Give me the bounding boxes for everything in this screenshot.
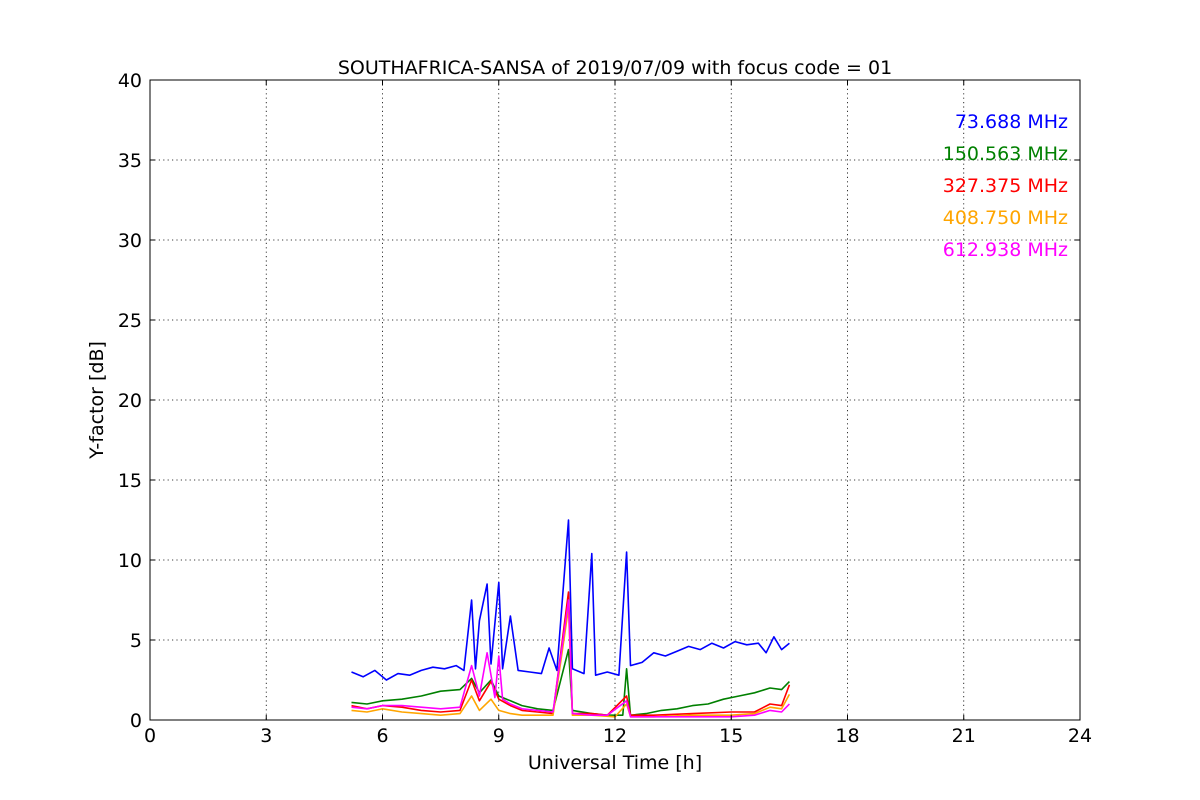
x-tick-label: 12	[603, 725, 627, 747]
y-tick-label: 40	[118, 70, 142, 92]
y-tick-label: 0	[130, 710, 142, 732]
x-axis-ticks: 0 3 6 9 12 15 18 21 24	[144, 80, 1092, 747]
series-lines	[351, 519, 791, 718]
legend-entry-4: 612.938 MHz	[943, 239, 1068, 261]
legend: 73.688 MHz 150.563 MHz 327.375 MHz 408.750 …	[943, 111, 1068, 261]
y-tick-label: 35	[118, 150, 142, 172]
legend-entry-2: 327.375 MHz	[943, 175, 1068, 197]
y-tick-label: 10	[118, 550, 142, 572]
x-tick-label: 18	[835, 725, 859, 747]
y-tick-label: 15	[118, 470, 142, 492]
chart-title: SOUTHAFRICA-SANSA of 2019/07/09 with foc…	[338, 57, 892, 79]
y-tick-label: 25	[118, 310, 142, 332]
y-tick-label: 5	[130, 630, 142, 652]
series-line-2	[351, 591, 791, 717]
x-axis-title: Universal Time [h]	[528, 752, 702, 774]
legend-entry-0: 73.688 MHz	[955, 111, 1068, 133]
x-tick-label: 24	[1068, 725, 1092, 747]
legend-entry-1: 150.563 MHz	[943, 143, 1068, 165]
y-axis-title: Y-factor [dB]	[86, 341, 108, 460]
series-line-0	[351, 519, 790, 681]
series-line-4	[351, 599, 790, 718]
x-tick-label: 6	[376, 725, 388, 747]
x-tick-label: 21	[952, 725, 976, 747]
series-line-3	[351, 607, 791, 718]
x-tick-label: 0	[144, 725, 156, 747]
y-tick-label: 20	[118, 390, 142, 412]
x-tick-label: 15	[719, 725, 743, 747]
y-tick-label: 30	[118, 230, 142, 252]
x-tick-label: 9	[493, 725, 505, 747]
y-axis-ticks: 0 5 10 15 20 25 30 35 40	[118, 70, 1080, 732]
x-tick-label: 3	[260, 725, 272, 747]
legend-entry-3: 408.750 MHz	[943, 207, 1068, 229]
grid	[150, 80, 1080, 720]
